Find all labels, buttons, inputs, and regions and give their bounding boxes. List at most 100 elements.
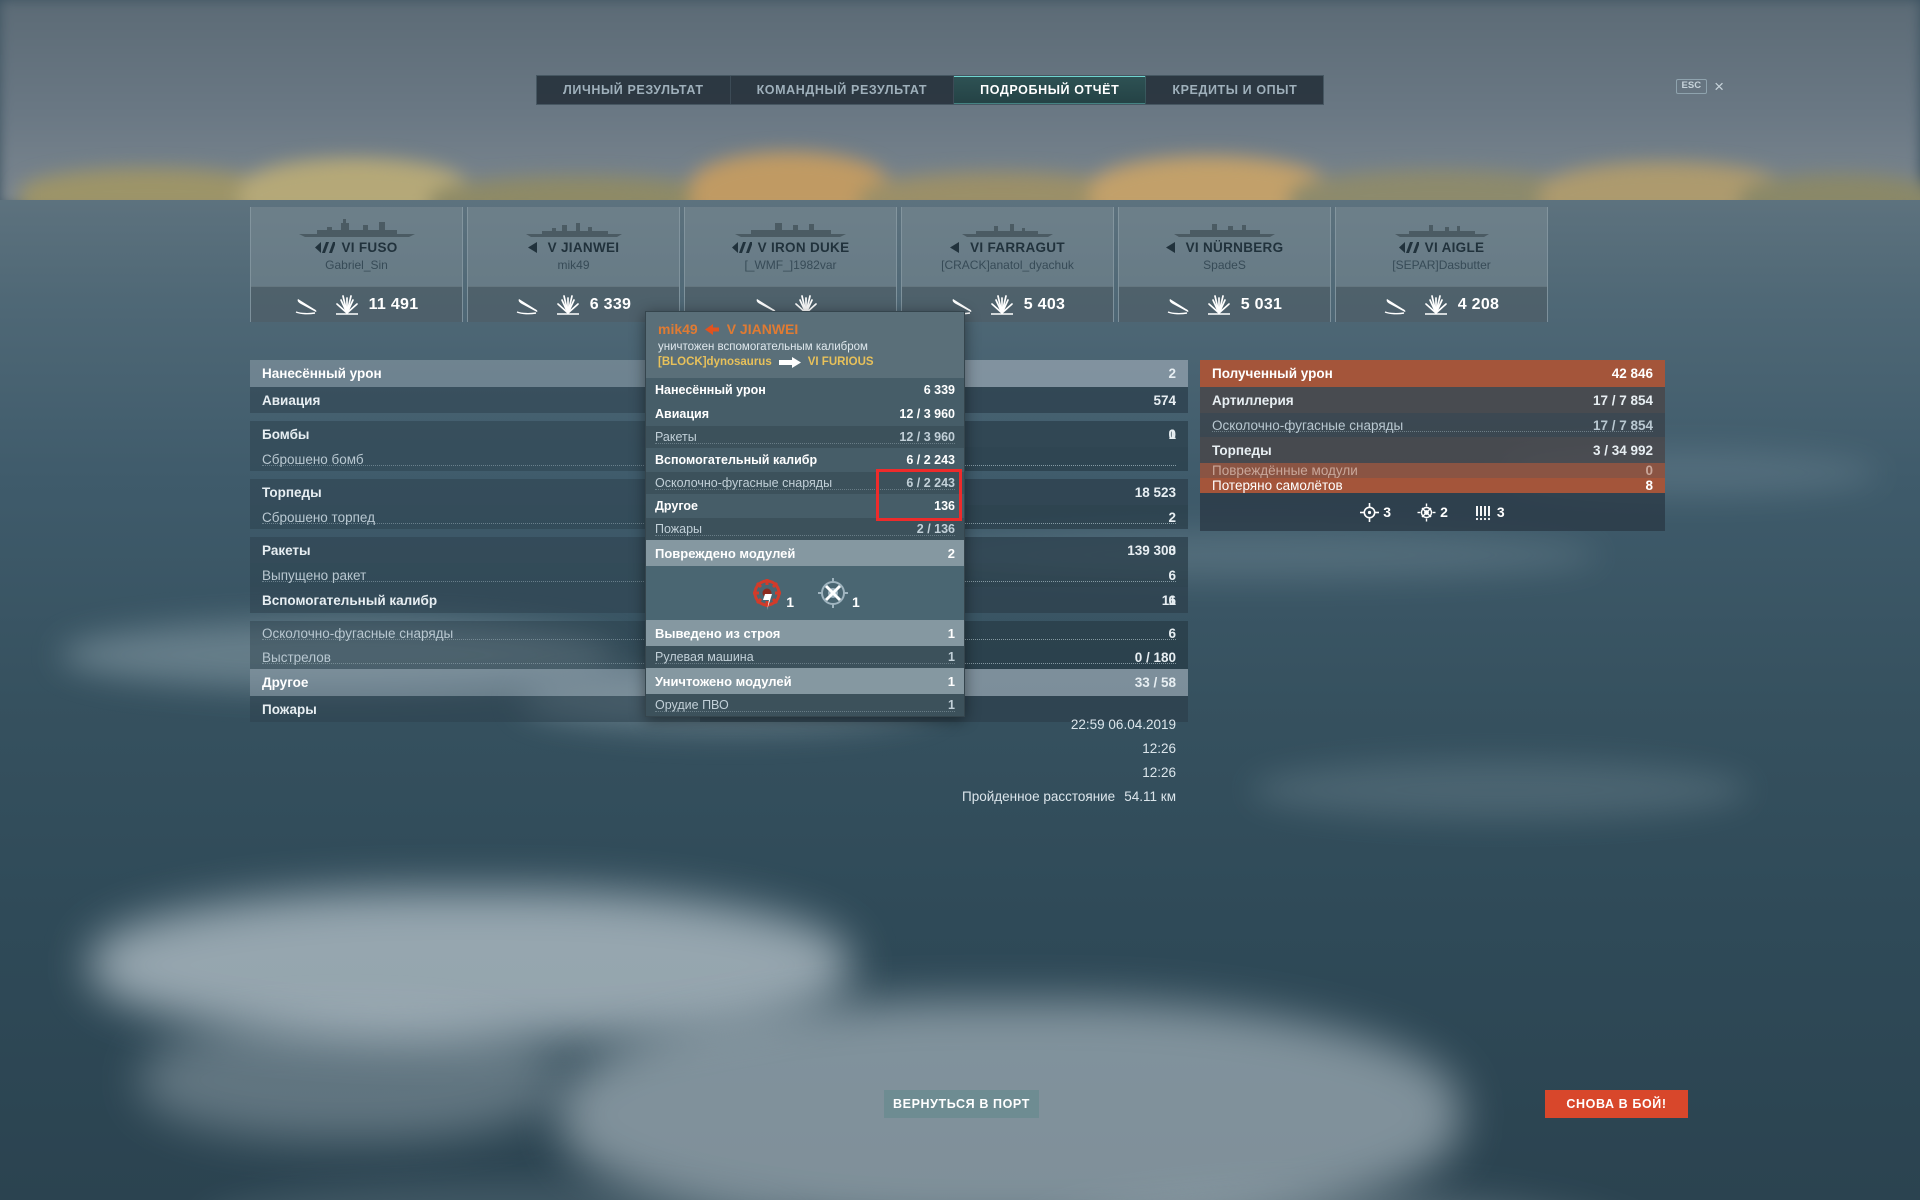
- battle-again-button[interactable]: СНОВА В БОЙ!: [1545, 1090, 1688, 1118]
- ship-tier-and-name: VI FARRAGUT: [970, 240, 1065, 255]
- achievement-icons-row: 3 2 3: [1200, 493, 1665, 531]
- arrow-left-icon: [704, 323, 720, 335]
- stat-label: Артиллерия: [1212, 392, 1294, 408]
- icon-stat: 3: [1474, 503, 1505, 522]
- stat-row: Нанесённый урон 6 339: [646, 378, 964, 402]
- return-to-port-button[interactable]: ВЕРНУТЬСЯ В ПОРТ: [884, 1090, 1039, 1118]
- tooltip-module-icons: 1 1: [646, 566, 964, 620]
- stat-row: Авиация 12 / 3 960: [646, 402, 964, 426]
- ship-card[interactable]: V JIANWEI mik49 6 339: [467, 207, 680, 322]
- icon-stat-value: 3: [1383, 504, 1392, 520]
- stat-value: 6 / 2 243: [906, 453, 955, 467]
- stat-label: Выведено из строя: [655, 625, 781, 641]
- ship-damage-row: 5 031: [1119, 286, 1330, 322]
- stat-value: 1: [1168, 426, 1176, 442]
- torpedo-icon: [516, 295, 546, 315]
- stat-label: Пройденное расстояние: [962, 788, 1116, 804]
- plane-kill-icon: [1417, 503, 1436, 522]
- stat-label: Полученный урон: [1212, 366, 1333, 381]
- ship-card[interactable]: VI FUSO Gabriel_Sin 11 491: [250, 207, 463, 322]
- stat-value: 3: [1168, 542, 1176, 558]
- ship-class-icon: [1398, 242, 1419, 253]
- stat-value: 18 523: [1134, 484, 1176, 500]
- tab-credits-and-xp[interactable]: КРЕДИТЫ И ОПЫТ: [1172, 83, 1298, 97]
- stat-label: Бомбы: [262, 426, 310, 442]
- stat-value: 12 / 3 960: [899, 430, 955, 444]
- tab-detailed-report[interactable]: ПОДРОБНЫЙ ОТЧЁТ: [954, 76, 1147, 104]
- ship-name-line: V JIANWEI: [527, 240, 620, 255]
- ship-card[interactable]: VI AIGLE [SEPAR]Dasbutter 4 208: [1335, 207, 1548, 322]
- stat-label: Нанесённый урон: [655, 383, 766, 397]
- stat-label: Другое: [262, 675, 309, 690]
- arrow-right-icon: [778, 356, 801, 368]
- stat-value: 6 339: [923, 383, 955, 397]
- stat-value: 6: [1168, 625, 1176, 641]
- stat-label: Повреждено модулей: [655, 545, 796, 561]
- stat-value: 11: [1161, 592, 1176, 608]
- ship-damage-value: 6 339: [589, 295, 632, 313]
- stat-label: Уничтожено модулей: [655, 673, 792, 689]
- ship-card[interactable]: V IRON DUKE [_WMF_]1982var: [684, 207, 897, 322]
- stat-row: Торпеды 3 / 34 992: [1200, 437, 1665, 463]
- ship-card[interactable]: VI NÜRNBERG SpadeS 5 031: [1118, 207, 1331, 322]
- stat-value: 8: [1645, 478, 1653, 493]
- ship-damage-value: 4 208: [1457, 295, 1500, 313]
- tooltip-killed-ship: V JIANWEI: [726, 321, 799, 337]
- tooltip-killer-ship: VI FURIOUS: [807, 356, 874, 368]
- stat-value: 1: [947, 673, 955, 689]
- ship-player-name: mik49: [557, 258, 590, 272]
- ship-name-line: VI AIGLE: [1398, 240, 1485, 255]
- module-steering-count: 1: [786, 594, 794, 610]
- section-header-row: Полученный урон 42 846: [1200, 360, 1665, 387]
- torpedo-icon: [1384, 295, 1414, 315]
- splash-icon: [555, 294, 581, 316]
- stat-label: Вспомогательный калибр: [262, 592, 438, 608]
- stat-label: Ракеты: [655, 430, 697, 444]
- ship-name-line: V IRON DUKE: [731, 240, 850, 255]
- tab-personal-result[interactable]: ЛИЧНЫЙ РЕЗУЛЬТАТ: [537, 76, 731, 104]
- stat-label: Авиация: [262, 392, 321, 408]
- ship-tier-and-name: V JIANWEI: [547, 240, 620, 255]
- stat-label: Повреждённые модули: [1212, 463, 1358, 478]
- ship-damage-row: 11 491: [251, 286, 462, 322]
- torpedo-icon: [295, 295, 325, 315]
- stat-value: 0: [1645, 463, 1653, 478]
- stat-label: Выстрелов: [262, 649, 331, 665]
- stat-label: Пожары: [262, 701, 317, 717]
- stat-row: Пожары 2 / 136: [646, 518, 964, 540]
- ship-tier-and-name: VI NÜRNBERG: [1185, 240, 1284, 255]
- report-tabbar[interactable]: ЛИЧНЫЙ РЕЗУЛЬТАТ КОМАНДНЫЙ РЕЗУЛЬТАТ ПОД…: [536, 75, 1325, 105]
- esc-key-label: ESC: [1675, 79, 1708, 94]
- ship-damage-value: 5 031: [1240, 295, 1283, 313]
- tab-team-result[interactable]: КОМАНДНЫЙ РЕЗУЛЬТАТ: [731, 76, 955, 104]
- ship-card[interactable]: VI FARRAGUT [CRACK]anatol_dyachuk 5 403: [901, 207, 1114, 322]
- close-control[interactable]: ESC ×: [1675, 77, 1724, 96]
- ship-name-line: VI FUSO: [315, 240, 397, 255]
- stat-label: Ракеты: [262, 542, 311, 558]
- ship-silhouette-icon: [960, 217, 1055, 239]
- ship-player-name: Gabriel_Sin: [325, 258, 388, 272]
- torpedo-icon: [1167, 295, 1197, 315]
- stat-value: 12:26: [1142, 764, 1176, 780]
- stat-row: Рулевая машина 1: [646, 646, 964, 668]
- stat-row: Другое 136: [646, 494, 964, 518]
- close-icon[interactable]: ×: [1714, 77, 1724, 96]
- ship-silhouette-icon: [297, 217, 417, 239]
- stat-label: Авиация: [655, 407, 710, 421]
- stat-row: Осколочно-фугасные снаряды 6 / 2 243: [646, 472, 964, 494]
- stat-value: 2 / 136: [916, 522, 955, 536]
- stat-value: 1: [947, 625, 955, 641]
- stat-label: Сброшено торпед: [262, 509, 375, 525]
- tooltip-cause: уничтожен вспомогательным калибром: [658, 341, 868, 353]
- ship-player-name: [SEPAR]Dasbutter: [1392, 258, 1491, 272]
- ship-tier-and-name: VI FUSO: [341, 240, 398, 255]
- stat-value: 6: [1168, 592, 1176, 608]
- stat-row: Потеряно самолётов 8: [1200, 478, 1665, 493]
- stat-row: Ракеты 12 / 3 960: [646, 426, 964, 448]
- stat-value: 42 846: [1611, 366, 1653, 381]
- ship-player-name: [CRACK]anatol_dyachuk: [941, 258, 1074, 272]
- stat-label: Выпущено ракет: [262, 567, 367, 583]
- ship-silhouette-icon: [1393, 217, 1491, 239]
- section-header-row: Уничтожено модулей 1: [646, 668, 964, 694]
- stat-label: Торпеды: [262, 484, 322, 500]
